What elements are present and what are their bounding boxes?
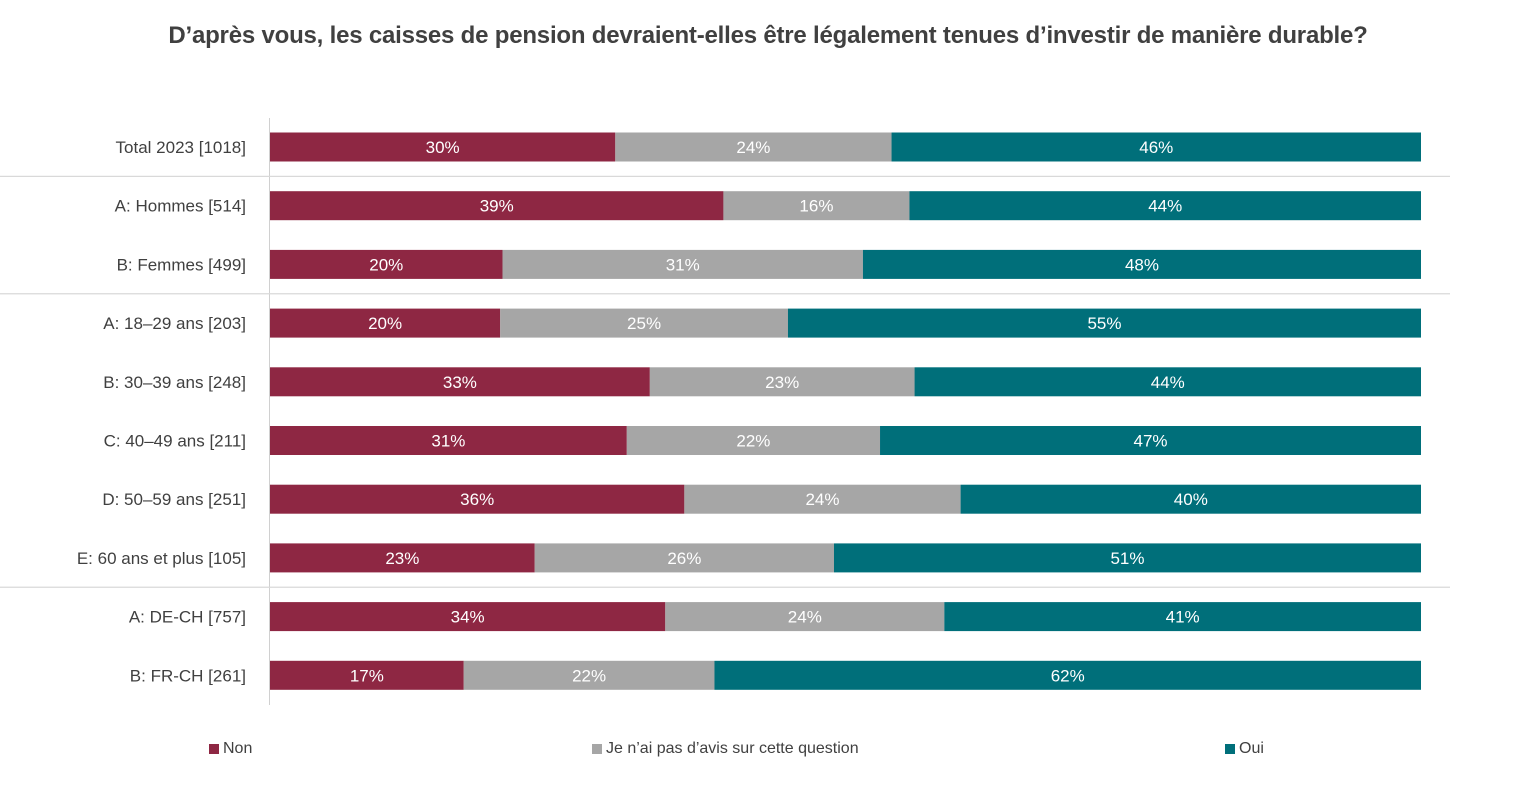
category-label-a-de-ch-757: A: DE-CH [757] <box>129 608 246 627</box>
legend-item-non: Non <box>209 740 252 758</box>
data-label-no-opinion-d-50-59-ans-251: 24% <box>805 490 839 509</box>
legend-label-no-opinion: Je n’ai pas d’avis sur cette question <box>606 740 859 757</box>
data-label-oui-total-2023-1018: 46% <box>1139 138 1173 157</box>
data-label-oui-c-40-49-ans-211: 47% <box>1133 432 1167 451</box>
data-label-non-a-18-29-ans-203: 20% <box>368 314 402 333</box>
legend-swatch-no-opinion <box>592 744 602 754</box>
data-label-no-opinion-a-de-ch-757: 24% <box>788 608 822 627</box>
data-label-no-opinion-e-60-ans-et-plus-105: 26% <box>667 549 701 568</box>
category-label-e-60-ans-et-plus-105: E: 60 ans et plus [105] <box>77 549 246 568</box>
bar-oui-c-40-49-ans-211 <box>880 426 1421 455</box>
data-label-oui-e-60-ans-et-plus-105: 51% <box>1110 549 1144 568</box>
bar-oui-b-femmes-499 <box>862 249 1421 279</box>
data-label-non-c-40-49-ans-211: 31% <box>431 432 465 451</box>
bar-no-opinion-b-fr-ch-261 <box>463 660 715 690</box>
bar-non-b-femmes-499 <box>270 249 503 279</box>
data-label-no-opinion-b-femmes-499: 31% <box>666 255 700 274</box>
category-label-b-30-39-ans-248: B: 30–39 ans [248] <box>103 373 246 392</box>
bar-no-opinion-b-femmes-499 <box>502 249 863 279</box>
legend-swatch-oui <box>1225 744 1235 754</box>
data-label-oui-b-fr-ch-261: 62% <box>1051 666 1085 685</box>
bar-non-b-fr-ch-261 <box>270 660 464 690</box>
bar-oui-a-18-29-ans-203 <box>787 308 1421 338</box>
data-label-non-b-fr-ch-261: 17% <box>350 666 384 685</box>
data-label-non-e-60-ans-et-plus-105: 23% <box>385 549 419 568</box>
category-label-b-fr-ch-261: B: FR-CH [261] <box>130 666 246 685</box>
bar-non-a-18-29-ans-203 <box>270 308 501 338</box>
data-label-non-a-hommes-514: 39% <box>480 197 514 216</box>
data-label-non-total-2023-1018: 30% <box>426 138 460 157</box>
bar-no-opinion-d-50-59-ans-251 <box>684 484 961 514</box>
data-label-no-opinion-c-40-49-ans-211: 22% <box>736 432 770 451</box>
legend-label-oui: Oui <box>1239 740 1264 757</box>
bar-no-opinion-a-18-29-ans-203 <box>500 308 788 338</box>
bar-no-opinion-a-de-ch-757 <box>665 602 945 632</box>
data-label-oui-b-femmes-499: 48% <box>1125 255 1159 274</box>
legend-item-oui: Oui <box>1225 740 1264 758</box>
category-label-total-2023-1018: Total 2023 [1018] <box>116 138 246 157</box>
data-label-non-a-de-ch-757: 34% <box>451 608 485 627</box>
bar-no-opinion-a-hommes-514 <box>723 191 910 221</box>
data-label-non-b-femmes-499: 20% <box>369 255 403 274</box>
category-label-a-hommes-514: A: Hommes [514] <box>115 197 246 216</box>
bar-no-opinion-b-30-39-ans-248 <box>649 367 915 397</box>
category-label-d-50-59-ans-251: D: 50–59 ans [251] <box>102 490 246 509</box>
legend: Non Je n’ai pas d’avis sur cette questio… <box>0 740 1536 764</box>
bar-oui-d-50-59-ans-251 <box>960 484 1421 514</box>
bar-non-e-60-ans-et-plus-105 <box>270 543 535 573</box>
legend-label-non: Non <box>223 740 253 757</box>
data-label-no-opinion-total-2023-1018: 24% <box>736 138 770 157</box>
bar-oui-e-60-ans-et-plus-105 <box>833 543 1421 573</box>
legend-swatch-non <box>209 744 219 754</box>
data-label-oui-a-de-ch-757: 41% <box>1166 608 1200 627</box>
bar-oui-b-fr-ch-261 <box>714 660 1421 690</box>
bar-oui-a-de-ch-757 <box>944 602 1421 632</box>
bar-non-a-de-ch-757 <box>270 602 666 632</box>
data-label-non-b-30-39-ans-248: 33% <box>443 373 477 392</box>
bar-oui-b-30-39-ans-248 <box>914 367 1421 397</box>
bar-no-opinion-total-2023-1018 <box>615 132 892 162</box>
bar-no-opinion-c-40-49-ans-211 <box>626 426 881 455</box>
category-label-b-femmes-499: B: Femmes [499] <box>117 255 246 274</box>
data-label-no-opinion-a-18-29-ans-203: 25% <box>627 314 661 333</box>
data-label-non-d-50-59-ans-251: 36% <box>460 490 494 509</box>
bar-non-d-50-59-ans-251 <box>270 484 685 514</box>
data-label-oui-b-30-39-ans-248: 44% <box>1151 373 1185 392</box>
bar-non-total-2023-1018 <box>270 132 616 162</box>
data-label-no-opinion-b-fr-ch-261: 22% <box>572 666 606 685</box>
bar-non-a-hommes-514 <box>270 191 724 221</box>
bar-oui-total-2023-1018 <box>891 132 1421 162</box>
bar-non-b-30-39-ans-248 <box>270 367 650 397</box>
bar-no-opinion-e-60-ans-et-plus-105 <box>534 543 834 573</box>
bar-oui-a-hommes-514 <box>909 191 1421 221</box>
category-label-c-40-49-ans-211: C: 40–49 ans [211] <box>104 432 246 451</box>
category-label-a-18-29-ans-203: A: 18–29 ans [203] <box>103 314 246 333</box>
data-label-no-opinion-b-30-39-ans-248: 23% <box>765 373 799 392</box>
data-label-oui-d-50-59-ans-251: 40% <box>1174 490 1208 509</box>
data-label-oui-a-18-29-ans-203: 55% <box>1087 314 1121 333</box>
data-label-no-opinion-a-hommes-514: 16% <box>799 197 833 216</box>
bar-non-c-40-49-ans-211 <box>270 426 627 455</box>
legend-item-no-opinion: Je n’ai pas d’avis sur cette question <box>592 740 859 758</box>
chart-title: D’après vous, les caisses de pension dev… <box>168 22 1368 49</box>
data-label-oui-a-hommes-514: 44% <box>1148 197 1182 216</box>
